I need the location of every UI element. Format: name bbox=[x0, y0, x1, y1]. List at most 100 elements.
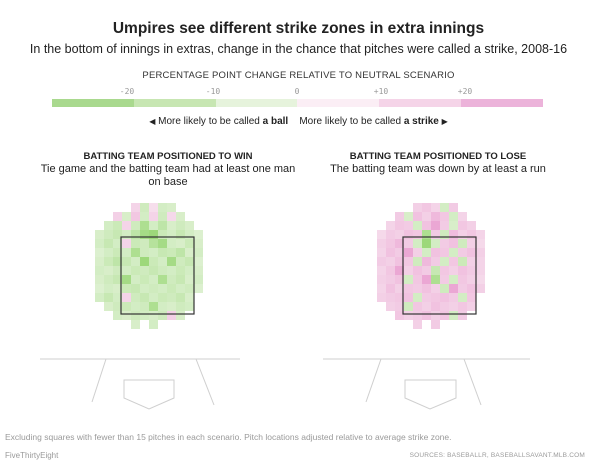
heatmap-cell bbox=[395, 266, 404, 275]
heatmap-cell bbox=[104, 293, 113, 302]
heatmap-cell bbox=[386, 221, 395, 230]
heatmap-cell bbox=[413, 311, 422, 320]
heatmap-cell bbox=[422, 221, 431, 230]
chart-title: Umpires see different strike zones in ex… bbox=[112, 20, 485, 37]
heatmap-cell bbox=[458, 248, 467, 257]
heatmap-cell bbox=[167, 302, 176, 311]
left-triangle-icon: ◀ bbox=[149, 117, 156, 126]
heatmap-cell bbox=[431, 230, 440, 239]
heatmap-cell bbox=[149, 275, 158, 284]
heatmap-cell bbox=[413, 284, 422, 293]
heatmap-cell bbox=[140, 311, 149, 320]
heatmap-cell bbox=[431, 293, 440, 302]
heatmap-cell bbox=[131, 302, 140, 311]
heatmap-cell bbox=[377, 230, 386, 239]
heatmap-cell bbox=[476, 239, 485, 248]
heatmap-cell bbox=[458, 257, 467, 266]
panel-win-title: BATTING TEAM POSITIONED TO WIN bbox=[83, 151, 253, 162]
heatmap-cell bbox=[167, 284, 176, 293]
heatmap-cell bbox=[158, 239, 167, 248]
heatmap-cell bbox=[95, 257, 104, 266]
heatmap-cell bbox=[377, 257, 386, 266]
footnote: Excluding squares with fewer than 15 pit… bbox=[5, 432, 452, 442]
heatmap-cell bbox=[413, 302, 422, 311]
heatmap-cell bbox=[422, 302, 431, 311]
heatmap-cell bbox=[458, 212, 467, 221]
heatmap-cell bbox=[422, 275, 431, 284]
heatmap-cell bbox=[440, 302, 449, 311]
heatmap-cell bbox=[476, 248, 485, 257]
heatmap-cell bbox=[404, 266, 413, 275]
heatmap-cell bbox=[113, 230, 122, 239]
heatmap-cell bbox=[467, 302, 476, 311]
heatmap-cell bbox=[167, 266, 176, 275]
heatmap-cell bbox=[140, 248, 149, 257]
heatmap-cell bbox=[122, 266, 131, 275]
heatmap-cell bbox=[95, 239, 104, 248]
heatmap-cell bbox=[413, 248, 422, 257]
heatmap-cell bbox=[404, 311, 413, 320]
heatmap-cell bbox=[95, 284, 104, 293]
heatmap-cell bbox=[158, 203, 167, 212]
heatmap-cell bbox=[122, 311, 131, 320]
heatmap-cell bbox=[476, 275, 485, 284]
heatmap-cell bbox=[467, 284, 476, 293]
heatmap-cell bbox=[440, 275, 449, 284]
heatmap-cell bbox=[158, 221, 167, 230]
heatmap-cell bbox=[377, 248, 386, 257]
heatmap-cell bbox=[431, 203, 440, 212]
heatmap-cell bbox=[149, 311, 158, 320]
heatmap-cell bbox=[467, 293, 476, 302]
heatmap-cell bbox=[449, 266, 458, 275]
heatmap-cell bbox=[185, 275, 194, 284]
heatmap-cell bbox=[386, 302, 395, 311]
heatmap-cell bbox=[413, 275, 422, 284]
legend-tick-label: 0 bbox=[294, 87, 300, 96]
heatmap-cell bbox=[113, 311, 122, 320]
heatmap-cell bbox=[95, 248, 104, 257]
heatmap-cell bbox=[449, 239, 458, 248]
heatmap-cell bbox=[422, 293, 431, 302]
heatmap-cell bbox=[194, 248, 203, 257]
heatmap-cell bbox=[122, 293, 131, 302]
heatmap-cell bbox=[149, 248, 158, 257]
heatmap-cell bbox=[158, 248, 167, 257]
heatmap-cell bbox=[140, 203, 149, 212]
heatmap-cell bbox=[413, 239, 422, 248]
heatmap-cell bbox=[395, 302, 404, 311]
heatmap-cell bbox=[140, 221, 149, 230]
heatmap-cell bbox=[140, 239, 149, 248]
heatmap-cell bbox=[413, 320, 422, 329]
strike-zone-box bbox=[402, 236, 477, 315]
heatmap-cell bbox=[431, 248, 440, 257]
heatmap-cell bbox=[131, 266, 140, 275]
heatmap-cell bbox=[386, 239, 395, 248]
right-triangle-icon: ▶ bbox=[441, 117, 448, 126]
heatmap-cell bbox=[176, 239, 185, 248]
heatmap-cell bbox=[176, 257, 185, 266]
heatmap-cell bbox=[449, 275, 458, 284]
heatmap-cell bbox=[167, 239, 176, 248]
heatmap-cell bbox=[431, 320, 440, 329]
heatmap-cell bbox=[113, 221, 122, 230]
legend-color-swatch bbox=[133, 99, 216, 107]
heatmap-cell bbox=[440, 293, 449, 302]
heatmap-cell bbox=[458, 302, 467, 311]
heatmap-cell bbox=[404, 239, 413, 248]
strike-direction-bold: a strike bbox=[403, 116, 439, 127]
legend-direction-row: ◀ More likely to be called a ball More l… bbox=[0, 116, 597, 127]
heatmap-cell bbox=[458, 284, 467, 293]
heatmap-cell bbox=[185, 302, 194, 311]
heatmap-cell bbox=[422, 257, 431, 266]
heatmap-cell bbox=[476, 257, 485, 266]
heatmap-cell bbox=[440, 212, 449, 221]
foul-line-left bbox=[91, 358, 107, 403]
heatmap-cell bbox=[449, 248, 458, 257]
heatmap-cell bbox=[113, 293, 122, 302]
heatmap-cell bbox=[122, 257, 131, 266]
heatmap-cell bbox=[458, 266, 467, 275]
heatmap-cell bbox=[440, 248, 449, 257]
heatmap-cell bbox=[122, 275, 131, 284]
heatmap-cell bbox=[404, 293, 413, 302]
